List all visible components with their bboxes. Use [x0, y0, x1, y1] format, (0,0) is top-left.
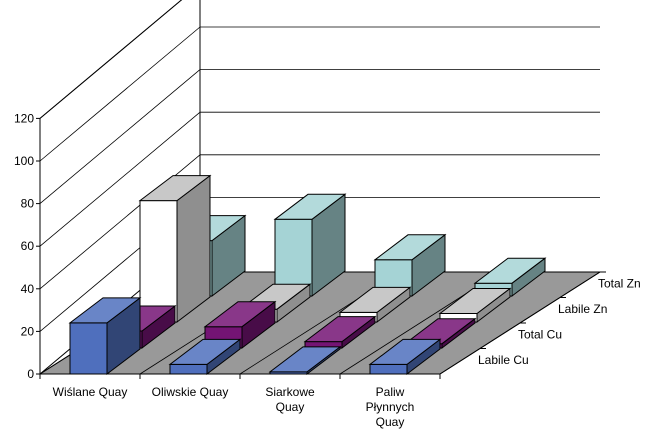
gridline [39, 26, 201, 162]
bar-top [273, 193, 347, 220]
bar-top [138, 175, 212, 202]
series-label-total-cu: Total Cu [518, 328, 562, 342]
bar-top [373, 234, 447, 261]
bar-front [69, 322, 108, 375]
bar-top [68, 297, 142, 324]
gridline [39, 111, 201, 247]
bar-top [168, 338, 242, 365]
x-tick-label: Quay [376, 415, 405, 429]
bar-front [169, 363, 208, 375]
x-tick-label: Quay [276, 400, 305, 414]
x-tick-label: Siarkowe [265, 385, 315, 399]
x-tick-label: Wiślane Quay [53, 385, 128, 399]
bar-labile-cu-paliw-p-ynnych-quay [368, 338, 442, 376]
y-tick-label: 0 [27, 367, 34, 381]
bar-total-cu-siarkowe-quay [303, 315, 377, 350]
bar-labile-zn-wi-lane-quay [138, 174, 212, 324]
y-axis: 0 20 40 60 80 100 120 [14, 111, 41, 381]
series-label-labile-cu: Labile Cu [478, 353, 529, 367]
bar-top [303, 316, 377, 343]
gridline [39, 69, 201, 204]
bar-labile-cu-siarkowe-quay [268, 345, 342, 376]
bar-top [268, 346, 342, 373]
bar-front [369, 363, 408, 375]
bar-side [176, 174, 211, 324]
x-axis-labels: Wiślane Quay Oliwskie Quay SiarkoweQuayPal… [53, 385, 415, 429]
bars [68, 174, 547, 376]
y-tick-label: 80 [21, 197, 35, 211]
bar-top [368, 338, 442, 365]
y-tick-label: 40 [21, 282, 35, 296]
bar-top [203, 301, 277, 328]
bar-labile-cu-wi-lane-quay [68, 296, 142, 376]
series-depth-labels: Labile Cu Total Cu Labile Zn Total Zn [478, 277, 641, 368]
series-label-labile-zn: Labile Zn [558, 302, 607, 316]
y-tick-label: 120 [14, 111, 34, 125]
y-tick-label: 100 [14, 154, 34, 168]
bar-top [473, 257, 547, 284]
x-tick-label: Paliw [376, 385, 405, 399]
x-tick-label: Oliwskie Quay [152, 385, 229, 399]
bar-top [438, 288, 512, 314]
bar-labile-cu-oliwskie-quay [168, 338, 242, 376]
y-tick-label: 60 [21, 239, 35, 253]
series-label-total-zn: Total Zn [598, 277, 641, 291]
bar-top [338, 286, 412, 313]
x-tick-label: Płynnych [366, 400, 415, 414]
bar-front [139, 200, 178, 323]
y-tick-label: 20 [21, 324, 35, 338]
gridline [39, 0, 182, 119]
chart-walls [39, 0, 600, 376]
